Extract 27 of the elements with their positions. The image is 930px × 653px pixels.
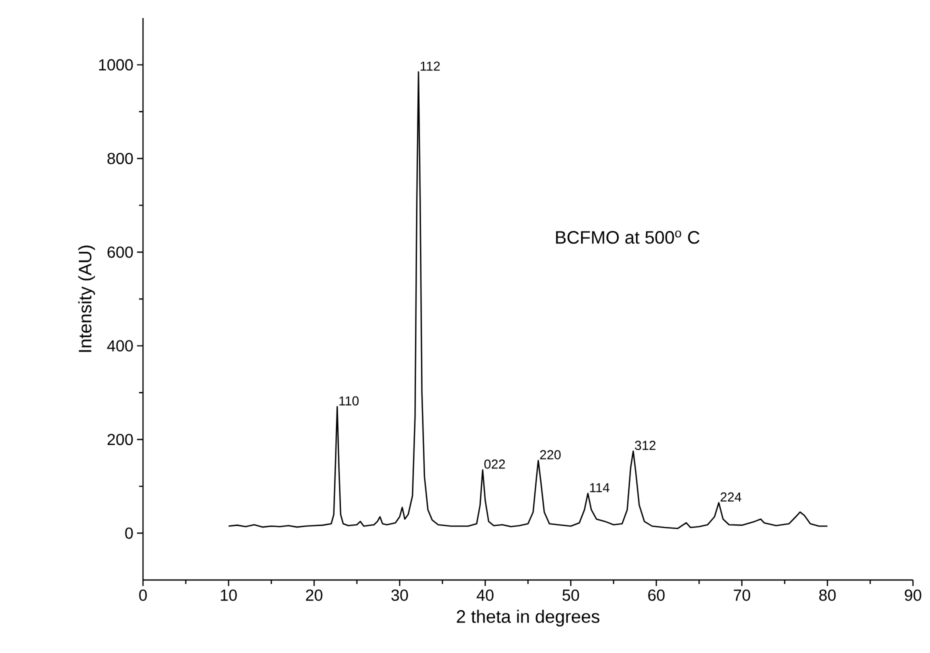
x-tick-label: 80 — [819, 590, 836, 601]
y-tick-label: 400 — [107, 340, 133, 352]
y-axis-title: Intensity (AU) — [78, 246, 96, 352]
x-tick-label: 40 — [476, 590, 494, 601]
x-axis-title: 2 theta in degrees — [456, 610, 600, 626]
annotation: BCFMO at 500$^{o}$ C — [556, 230, 700, 244]
annotation: 110 — [339, 396, 359, 406]
y-tick-label: 0 — [125, 527, 133, 539]
annotation: 312 — [634, 440, 656, 450]
x-tick-label: 50 — [562, 590, 580, 601]
y-tick-label: 800 — [107, 152, 133, 164]
annotation: 114 — [590, 483, 610, 492]
x-tick-label: 10 — [220, 590, 237, 601]
y-tick-label: 1000 — [99, 59, 133, 70]
annotation: 220 — [540, 450, 561, 460]
y-tick-label: 600 — [108, 246, 133, 258]
x-tick-label: 90 — [904, 590, 922, 601]
x-tick-label: 20 — [306, 590, 322, 601]
x-tick-label: 60 — [648, 590, 665, 601]
annotation: 224 — [720, 492, 742, 502]
x-tick-label: 30 — [391, 590, 408, 601]
x-tick-label: 70 — [734, 590, 750, 601]
annotation: 022 — [484, 460, 505, 469]
y-tick-label: 200 — [108, 434, 133, 446]
annotation: 112 — [420, 62, 440, 71]
x-tick-label: 0 — [139, 590, 147, 601]
line-series — [228, 71, 828, 530]
